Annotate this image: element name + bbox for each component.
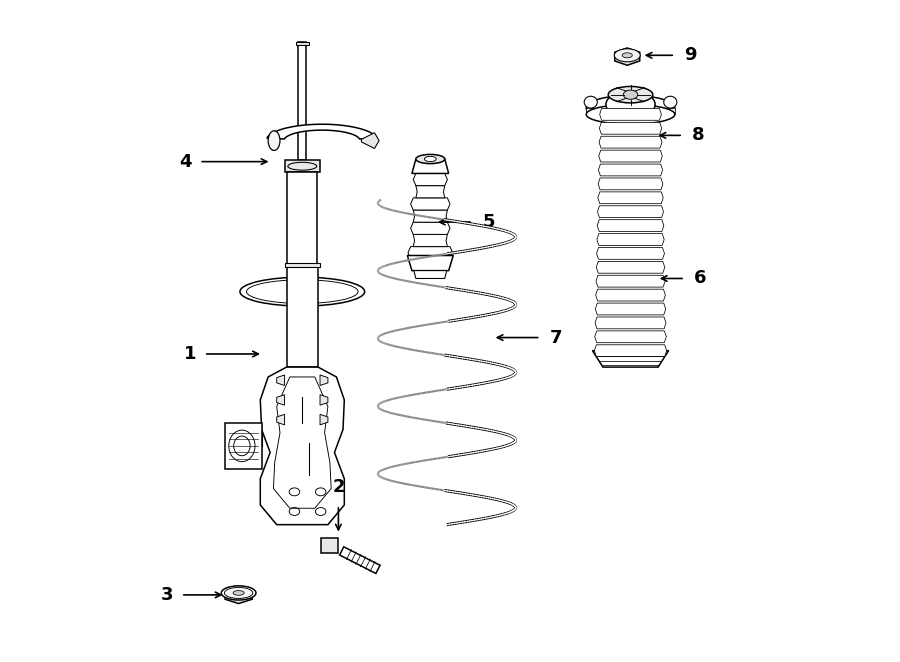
Text: 7: 7 [550,328,562,347]
Polygon shape [296,42,309,46]
Polygon shape [596,275,665,287]
Polygon shape [598,178,663,190]
Polygon shape [408,256,454,271]
Ellipse shape [586,105,675,124]
Polygon shape [615,48,640,66]
Polygon shape [414,271,446,279]
Polygon shape [408,247,453,259]
Polygon shape [410,198,450,210]
Polygon shape [599,136,662,148]
Polygon shape [586,108,675,115]
Polygon shape [321,538,338,553]
Polygon shape [598,192,663,204]
Ellipse shape [608,87,652,103]
Text: 5: 5 [482,213,495,231]
Polygon shape [413,173,447,185]
Polygon shape [287,172,318,265]
Polygon shape [597,261,665,273]
Text: 4: 4 [179,153,192,171]
Text: 9: 9 [684,46,697,64]
Polygon shape [596,289,665,301]
Ellipse shape [604,108,657,121]
Polygon shape [594,345,667,357]
Text: 3: 3 [160,586,173,604]
Polygon shape [592,351,669,367]
Polygon shape [599,122,661,134]
Ellipse shape [584,96,598,108]
Text: 1: 1 [184,345,196,363]
Text: 2: 2 [332,479,345,496]
Polygon shape [595,331,666,343]
Polygon shape [413,210,447,222]
Polygon shape [267,124,377,139]
Polygon shape [598,150,662,162]
Ellipse shape [240,277,364,306]
Text: 8: 8 [692,126,705,144]
Polygon shape [416,185,445,198]
Polygon shape [362,133,379,148]
Ellipse shape [416,154,445,164]
Polygon shape [320,375,328,385]
Text: 6: 6 [694,269,706,287]
Polygon shape [597,248,664,260]
Polygon shape [320,414,328,425]
Polygon shape [599,109,661,120]
Polygon shape [276,395,284,405]
Polygon shape [595,303,666,315]
Polygon shape [412,159,449,173]
Ellipse shape [221,586,256,600]
Ellipse shape [425,156,436,162]
Ellipse shape [586,95,675,120]
Polygon shape [320,395,328,405]
Polygon shape [413,234,447,247]
Polygon shape [598,220,664,232]
Ellipse shape [624,90,638,99]
Ellipse shape [622,53,633,58]
Ellipse shape [611,110,650,119]
Polygon shape [597,234,664,246]
Polygon shape [299,42,306,160]
Polygon shape [276,375,284,385]
Polygon shape [260,367,345,525]
Polygon shape [225,587,252,604]
Ellipse shape [606,91,655,118]
Ellipse shape [224,587,253,598]
Polygon shape [276,414,284,425]
Polygon shape [286,265,318,367]
Ellipse shape [247,280,358,303]
Polygon shape [598,206,663,218]
Polygon shape [339,547,380,573]
Polygon shape [284,263,320,267]
Polygon shape [284,160,320,172]
Ellipse shape [268,131,280,150]
Polygon shape [226,423,262,469]
Ellipse shape [614,49,640,62]
Polygon shape [595,317,666,329]
Ellipse shape [233,591,244,595]
Polygon shape [598,164,662,176]
Ellipse shape [663,96,677,108]
Polygon shape [410,222,450,234]
Polygon shape [287,277,318,306]
